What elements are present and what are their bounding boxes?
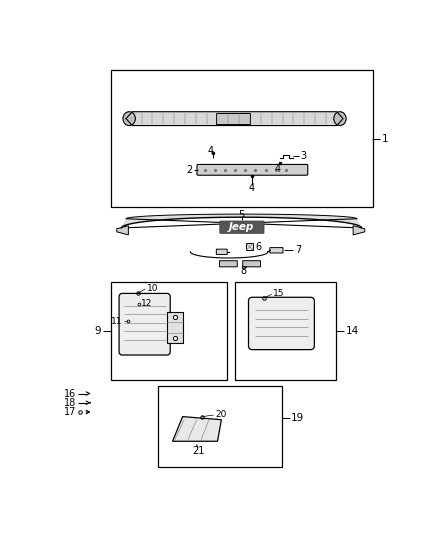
Text: 3: 3	[300, 151, 307, 161]
Polygon shape	[121, 214, 362, 228]
Text: 18: 18	[64, 398, 77, 408]
FancyBboxPatch shape	[216, 249, 227, 255]
Text: 6: 6	[255, 242, 261, 252]
FancyBboxPatch shape	[248, 297, 314, 350]
Text: 17: 17	[64, 407, 77, 417]
Bar	[167, 312, 183, 343]
Text: 4: 4	[208, 146, 214, 156]
Text: 12: 12	[141, 299, 152, 308]
Ellipse shape	[123, 112, 135, 126]
Polygon shape	[173, 417, 221, 441]
Text: Jeep: Jeep	[229, 222, 254, 232]
Ellipse shape	[334, 112, 346, 126]
Text: 9: 9	[95, 326, 101, 336]
Text: 11: 11	[111, 317, 122, 326]
Text: 19: 19	[291, 413, 304, 423]
Text: 20: 20	[215, 410, 226, 419]
Text: 4: 4	[248, 183, 254, 193]
Polygon shape	[353, 225, 365, 235]
Text: 4: 4	[275, 164, 281, 174]
Text: 21: 21	[192, 446, 204, 456]
Polygon shape	[117, 225, 128, 235]
Bar	[110, 70, 372, 207]
Text: 15: 15	[273, 289, 285, 298]
Text: 5: 5	[238, 210, 245, 220]
Polygon shape	[126, 112, 343, 126]
Text: 10: 10	[147, 284, 159, 293]
FancyBboxPatch shape	[270, 248, 283, 253]
FancyBboxPatch shape	[243, 261, 261, 267]
Text: 2: 2	[187, 165, 193, 175]
Text: 16: 16	[64, 389, 77, 399]
FancyBboxPatch shape	[220, 221, 264, 233]
Text: 8: 8	[240, 266, 246, 276]
Text: 7: 7	[295, 245, 301, 255]
Text: 1: 1	[382, 134, 389, 144]
Bar	[158, 386, 282, 467]
Text: 14: 14	[346, 326, 359, 336]
FancyBboxPatch shape	[219, 261, 237, 267]
Bar	[246, 244, 253, 251]
FancyBboxPatch shape	[197, 165, 308, 175]
FancyBboxPatch shape	[119, 294, 170, 355]
Bar	[235, 282, 336, 381]
Bar	[110, 282, 227, 381]
Bar	[216, 113, 250, 124]
